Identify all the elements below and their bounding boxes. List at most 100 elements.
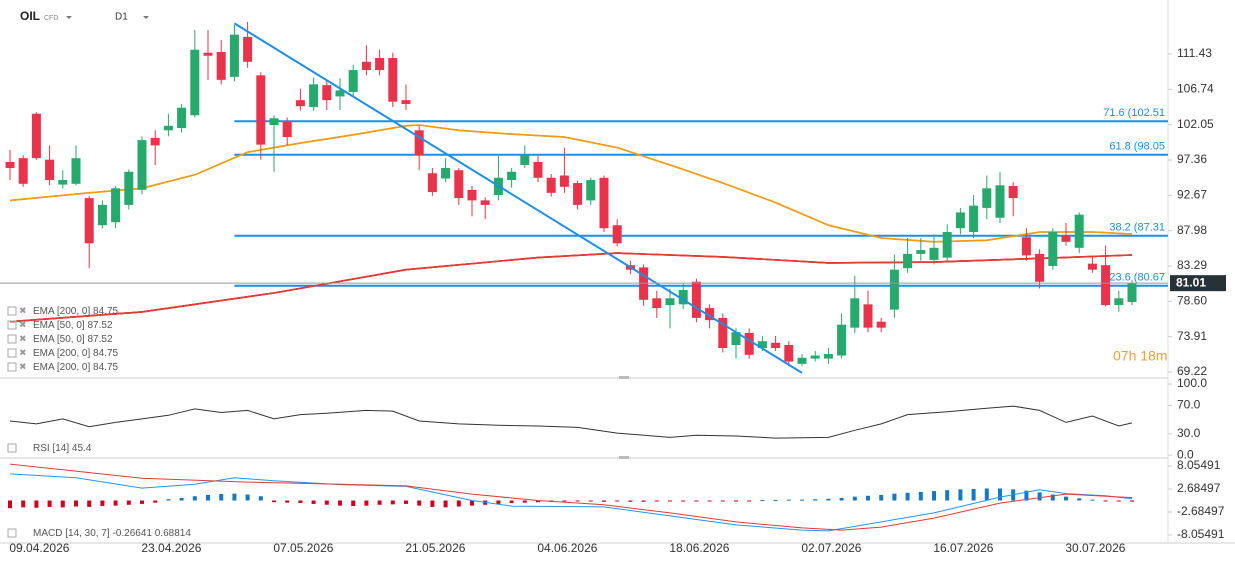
candle-body xyxy=(84,198,94,244)
histogram-bar xyxy=(852,496,857,501)
candle-body xyxy=(691,281,701,318)
candle-body xyxy=(507,171,517,181)
histogram-bar xyxy=(34,500,39,508)
candle-body xyxy=(955,212,965,229)
y-tick-label: 73.91 xyxy=(1177,329,1207,343)
candle-body xyxy=(573,183,583,205)
histogram-bar xyxy=(377,500,382,505)
candle-body xyxy=(1114,298,1124,306)
histogram-bar xyxy=(575,500,580,502)
y-tick-label: 102.05 xyxy=(1177,117,1214,131)
histogram-bar xyxy=(470,500,474,506)
candle-body xyxy=(467,189,477,201)
candle-body xyxy=(995,185,1005,218)
candle-body xyxy=(229,34,239,77)
histogram-bar xyxy=(694,500,699,502)
histogram-bar xyxy=(786,499,791,501)
indicator-icon xyxy=(7,334,17,344)
indicator-name: MACD [14, 30, 7] xyxy=(33,528,110,539)
x-tick-label: 07.05.2026 xyxy=(273,541,333,555)
histogram-bar xyxy=(417,500,422,506)
y-tick-label: 92.67 xyxy=(1177,187,1207,201)
timeframe[interactable]: D1 xyxy=(115,12,128,23)
histogram-bar xyxy=(826,498,831,501)
histogram-bar xyxy=(615,500,620,502)
candle-body xyxy=(1035,253,1045,282)
candle-body xyxy=(322,85,332,101)
indicator-name: EMA [200, 0] xyxy=(33,306,90,317)
histogram-bar xyxy=(998,488,1002,501)
last-price-label: 81.01 xyxy=(1176,275,1206,289)
dropdown-arrow[interactable] xyxy=(143,16,149,19)
histogram-bar xyxy=(192,496,197,501)
histogram-bar xyxy=(668,500,672,502)
candle-body xyxy=(150,137,160,146)
resize-handle[interactable] xyxy=(619,456,629,459)
candle-body xyxy=(111,188,121,223)
candle-body xyxy=(348,70,358,92)
candle-body xyxy=(771,342,781,349)
histogram-bar xyxy=(707,500,712,502)
histogram-bar xyxy=(958,489,963,501)
histogram-bar xyxy=(628,500,633,502)
histogram-bar xyxy=(285,500,290,503)
histogram-bar xyxy=(536,500,540,503)
histogram-bar xyxy=(8,500,12,509)
candle-body xyxy=(757,341,767,349)
candle-body xyxy=(797,357,807,364)
histogram-bar xyxy=(1077,498,1082,501)
histogram-bar xyxy=(734,500,738,502)
candle-body xyxy=(414,130,424,156)
candle-body xyxy=(1087,263,1097,270)
x-tick-label: 16.07.2026 xyxy=(933,541,993,555)
histogram-bar xyxy=(562,500,567,502)
indicator-value: 45.4 xyxy=(72,443,92,454)
candle-body xyxy=(823,354,833,359)
histogram-bar xyxy=(206,494,210,501)
indicator-legend: EMA [200, 0] 84.75 xyxy=(33,348,119,359)
symbol[interactable]: OIL xyxy=(20,9,40,23)
resize-handle[interactable] xyxy=(619,376,629,379)
histogram-bar xyxy=(932,491,936,501)
histogram-bar xyxy=(866,495,870,501)
fib-label: 38.2 (87.31 xyxy=(1109,222,1165,234)
candle-body xyxy=(441,167,451,179)
candle-body xyxy=(678,290,688,305)
indicator-value: 84.75 xyxy=(93,306,118,317)
candle-body xyxy=(203,52,213,56)
y-tick-label: 70.0 xyxy=(1177,398,1201,412)
dropdown-arrow[interactable] xyxy=(66,16,72,19)
candle-body xyxy=(1048,232,1058,266)
candle-body xyxy=(916,250,926,254)
histogram-bar xyxy=(351,500,356,507)
candle-body xyxy=(652,298,662,309)
histogram-bar xyxy=(140,500,144,504)
histogram-bar xyxy=(456,500,461,507)
histogram-bar xyxy=(60,500,65,508)
indicator-icon xyxy=(7,528,17,538)
candle-body xyxy=(665,298,675,306)
candle-body xyxy=(705,308,715,321)
candle-body xyxy=(533,161,543,178)
histogram-bar xyxy=(47,500,52,507)
indicator-icon xyxy=(7,362,17,372)
indicator-icon xyxy=(7,320,17,330)
histogram-bar xyxy=(1064,496,1068,501)
candle-body xyxy=(58,180,68,185)
histogram-bar xyxy=(74,500,78,507)
last-price-box xyxy=(1170,275,1226,292)
histogram-bar xyxy=(364,500,369,506)
y-tick-label: -2.68497 xyxy=(1177,504,1225,518)
candle-body xyxy=(586,180,596,201)
y-tick-label: 30.0 xyxy=(1177,426,1201,440)
indicator-legend: MACD [14, 30, 7] -0.26641 0.68814 xyxy=(33,528,191,539)
fib-label: 61.8 (98.05 xyxy=(1109,141,1165,153)
candle-body xyxy=(1101,265,1111,306)
candle-body xyxy=(520,155,530,165)
candle-body xyxy=(969,205,979,233)
histogram-bar xyxy=(443,500,448,508)
histogram-bar xyxy=(153,500,158,503)
candle-body xyxy=(599,177,609,229)
histogram-bar xyxy=(219,494,224,501)
